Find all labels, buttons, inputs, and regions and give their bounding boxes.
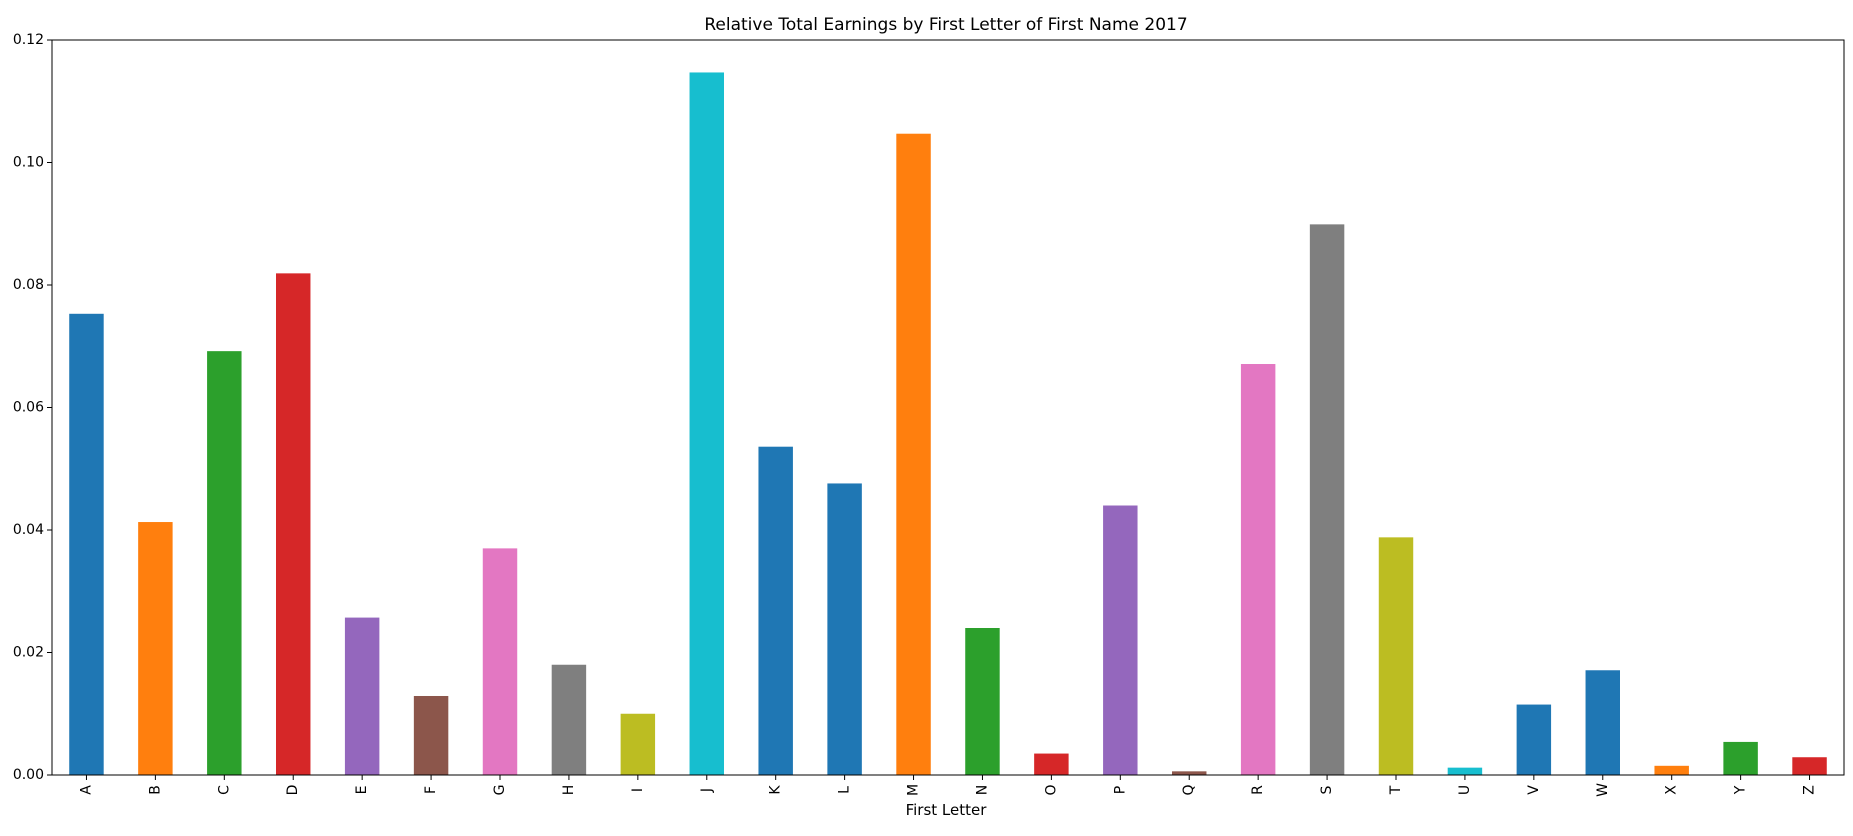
bar-w [1585, 670, 1620, 775]
x-axis: A B C D E F G H I J K L M N O P Q R S T U V W X Y Z [78, 775, 1818, 797]
bar-d [276, 273, 311, 775]
x-tick-label-h: H [561, 785, 577, 796]
x-tick-label-e: E [354, 786, 370, 795]
bar-b [138, 522, 173, 775]
x-tick-label-l: L [837, 786, 853, 794]
y-tick-label: 0.00 [13, 767, 44, 783]
y-tick-label: 0.02 [13, 645, 44, 661]
x-tick-label-n: N [974, 785, 990, 795]
x-tick-label-q: Q [1181, 784, 1197, 795]
x-tick-label-m: M [906, 784, 922, 796]
bar-s [1309, 224, 1345, 776]
y-axis: 0.00 0.02 0.04 0.06 0.08 0.10 0.12 [13, 32, 52, 783]
x-tick-label-x: X [1664, 785, 1680, 795]
x-tick-label-a: A [78, 785, 94, 795]
bar-a [69, 313, 104, 775]
x-tick-label-t: T [1388, 785, 1404, 795]
x-tick-label-r: R [1250, 785, 1266, 795]
x-tick-label-o: O [1043, 784, 1059, 795]
x-tick-label-v: V [1526, 785, 1542, 795]
chart-title: Relative Total Earnings by First Letter … [704, 15, 1187, 35]
bar-y [1723, 741, 1758, 775]
bar-j [689, 72, 724, 775]
bar-x [1654, 765, 1689, 775]
x-tick-label-c: C [216, 785, 232, 795]
bar-i [620, 713, 656, 775]
bar-e [344, 617, 380, 775]
x-tick-label-y: Y [1733, 785, 1749, 795]
y-tick-label: 0.12 [13, 32, 44, 48]
bar-l [827, 483, 862, 775]
x-tick-label-b: B [147, 785, 163, 795]
bar-z [1792, 757, 1827, 775]
bar-h [551, 664, 587, 775]
y-tick-label: 0.04 [13, 522, 44, 538]
y-tick-label: 0.08 [13, 277, 44, 293]
x-tick-label-j: J [699, 788, 715, 793]
x-tick-label-i: I [630, 788, 646, 792]
bar-n [965, 628, 1000, 775]
plot-frame [51, 39, 1845, 776]
x-tick-label-d: D [285, 785, 301, 796]
bar-m [896, 133, 931, 775]
x-tick-label-f: F [423, 786, 439, 794]
bar-t [1378, 537, 1414, 775]
bars-group [69, 72, 1827, 776]
x-tick-label-g: G [492, 785, 508, 796]
x-tick-label-k: K [768, 785, 784, 795]
bar-g [482, 548, 518, 776]
y-tick-label: 0.06 [13, 400, 44, 416]
x-tick-label-w: W [1595, 783, 1611, 797]
bar-u [1447, 767, 1483, 775]
bar-v [1516, 704, 1552, 775]
bar-k [758, 446, 793, 775]
x-tick-label-p: P [1112, 786, 1128, 794]
bar-c [207, 351, 242, 775]
x-tick-label-z: Z [1802, 785, 1818, 795]
x-axis-label: First Letter [906, 801, 988, 819]
bar-q [1172, 771, 1207, 775]
x-tick-label-u: U [1457, 785, 1473, 795]
x-tick-label-s: S [1319, 785, 1335, 794]
bar-r [1240, 364, 1276, 775]
bar-f [413, 695, 449, 775]
bar-p [1103, 505, 1138, 775]
bar-o [1034, 753, 1069, 775]
y-tick-label: 0.10 [13, 155, 44, 171]
